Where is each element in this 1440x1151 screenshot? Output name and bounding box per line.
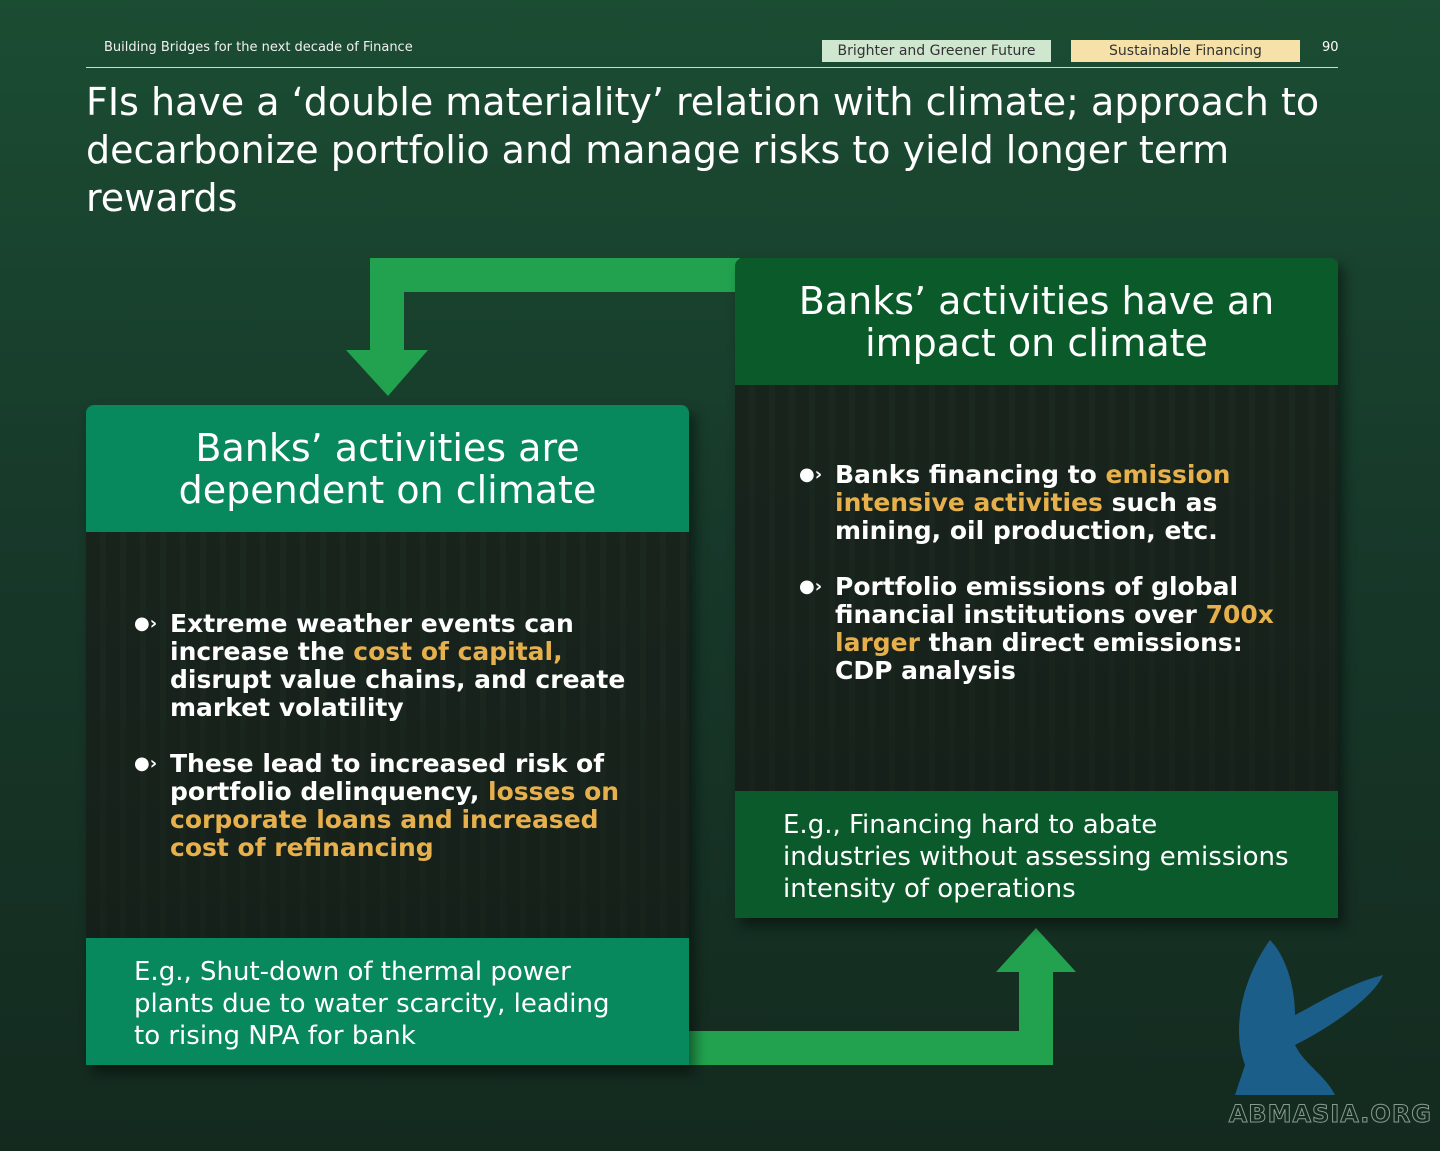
bullet-text: These lead to increased risk of portfoli… — [170, 749, 605, 806]
box-heading: Banks’ activities are dependent on clima… — [86, 405, 689, 532]
bullet-text: such as mining, oil production, etc. — [835, 488, 1218, 545]
right-box: Banks’ activities have an impact on clim… — [735, 258, 1338, 918]
highlight-text: losses on corporate loans and increased … — [170, 777, 620, 862]
highlight-text: cost of capital, — [353, 637, 563, 666]
bullet-text: Banks financing to — [835, 460, 1106, 489]
left-box: Banks’ activities are dependent on clima… — [86, 405, 689, 1065]
bullet: Banks financing to emission intensive ac… — [799, 461, 1298, 545]
bullet: Extreme weather events can increase the … — [134, 610, 649, 722]
bullet-text: disrupt value chains, and create market … — [170, 665, 626, 722]
box-body: Extreme weather events can increase the … — [86, 532, 689, 938]
highlight-text: emission intensive activities — [835, 460, 1231, 517]
logo — [1235, 940, 1383, 1095]
example: E.g., Shut-down of thermal power plants … — [86, 938, 689, 1065]
example: E.g., Financing hard to abate industries… — [735, 791, 1338, 918]
bullet-list: Extreme weather events can increase the … — [134, 610, 649, 890]
subtitle: Building Bridges for the next decade of … — [104, 40, 413, 55]
bullet-text: Extreme weather events can increase the — [170, 609, 574, 666]
tag: Brighter and Greener Future — [822, 40, 1051, 62]
box-body: Banks financing to emission intensive ac… — [735, 385, 1338, 791]
tag: Sustainable Financing — [1071, 40, 1300, 62]
rule — [86, 67, 1338, 68]
bullet: Portfolio emissions of global financial … — [799, 573, 1298, 685]
bullet-text: Portfolio emissions of global financial … — [835, 572, 1239, 629]
watermark: ABMASIA.ORG — [1228, 1100, 1432, 1129]
page-number: 90 — [1322, 40, 1339, 55]
bullet: These lead to increased risk of portfoli… — [134, 750, 649, 862]
title: FIs have a ‘double materiality’ relation… — [86, 80, 1320, 220]
box-heading: Banks’ activities have an impact on clim… — [735, 258, 1338, 385]
highlight-text: 700x larger — [835, 600, 1274, 657]
bullet-list: Banks financing to emission intensive ac… — [799, 461, 1298, 713]
bullet-text: than direct emissions: CDP analysis — [835, 628, 1243, 685]
